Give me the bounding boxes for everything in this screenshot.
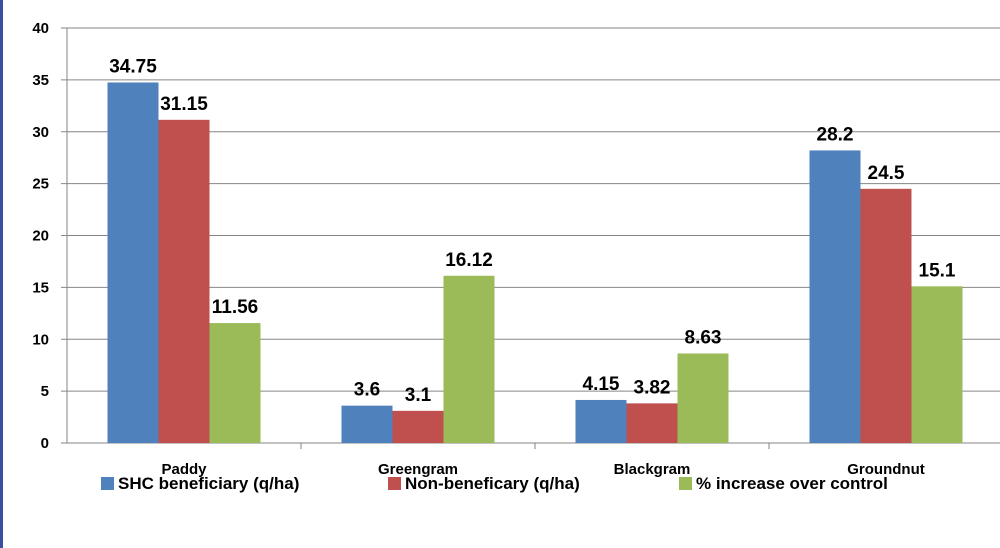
y-tick-label-0: 0 <box>41 435 49 452</box>
bar-greengram-series-0 <box>341 405 393 443</box>
data-label-paddy-series-2: 11.56 <box>212 297 259 318</box>
bar-blackgram-series-1 <box>626 403 678 443</box>
y-tick-label-15: 15 <box>32 279 49 296</box>
bar-greengram-series-1 <box>392 410 444 443</box>
bar-blackgram-series-0 <box>575 399 627 443</box>
bar-groundnut-series-0 <box>809 150 861 444</box>
data-label-groundnut-series-0: 28.2 <box>817 124 854 145</box>
y-tick-label-10: 10 <box>32 331 49 348</box>
legend-swatch-1 <box>388 477 401 490</box>
category-label-paddy: Paddy <box>161 461 207 478</box>
bar-greengram-series-2 <box>443 275 495 443</box>
legend-swatch-0 <box>101 477 114 490</box>
bar-groundnut-series-1 <box>860 188 912 443</box>
legend-label-1: Non-beneficary (q/ha) <box>405 474 580 493</box>
y-tick-label-30: 30 <box>32 124 49 141</box>
legend-label-2: % increase over control <box>696 474 888 493</box>
data-label-groundnut-series-1: 24.5 <box>868 163 905 184</box>
y-tick-label-25: 25 <box>32 176 49 193</box>
bar-paddy-series-0 <box>107 82 159 443</box>
data-label-greengram-series-1: 3.1 <box>405 385 432 406</box>
data-label-greengram-series-0: 3.6 <box>354 380 380 401</box>
legend-swatch-2 <box>679 477 692 490</box>
data-label-greengram-series-2: 16.12 <box>445 250 493 271</box>
data-label-paddy-series-0: 34.75 <box>109 56 157 77</box>
bar-blackgram-series-2 <box>677 353 729 443</box>
data-label-blackgram-series-1: 3.82 <box>634 377 671 398</box>
y-tick-label-40: 40 <box>32 20 49 37</box>
legend-label-0: SHC beneficiary (q/ha) <box>118 474 299 493</box>
data-label-paddy-series-1: 31.15 <box>160 94 208 115</box>
bar-paddy-series-2 <box>209 323 261 443</box>
category-label-groundnut: Groundnut <box>847 461 924 478</box>
data-label-blackgram-series-2: 8.63 <box>685 327 722 348</box>
category-label-blackgram: Blackgram <box>614 461 691 478</box>
data-label-groundnut-series-2: 15.1 <box>919 260 956 281</box>
y-tick-label-5: 5 <box>41 383 49 400</box>
y-tick-label-35: 35 <box>32 72 49 89</box>
y-tick-label-20: 20 <box>32 228 49 245</box>
bar-paddy-series-1 <box>158 119 210 443</box>
data-label-blackgram-series-0: 4.15 <box>583 374 620 395</box>
bar-groundnut-series-2 <box>911 286 963 443</box>
category-label-greengram: Greengram <box>378 461 458 478</box>
